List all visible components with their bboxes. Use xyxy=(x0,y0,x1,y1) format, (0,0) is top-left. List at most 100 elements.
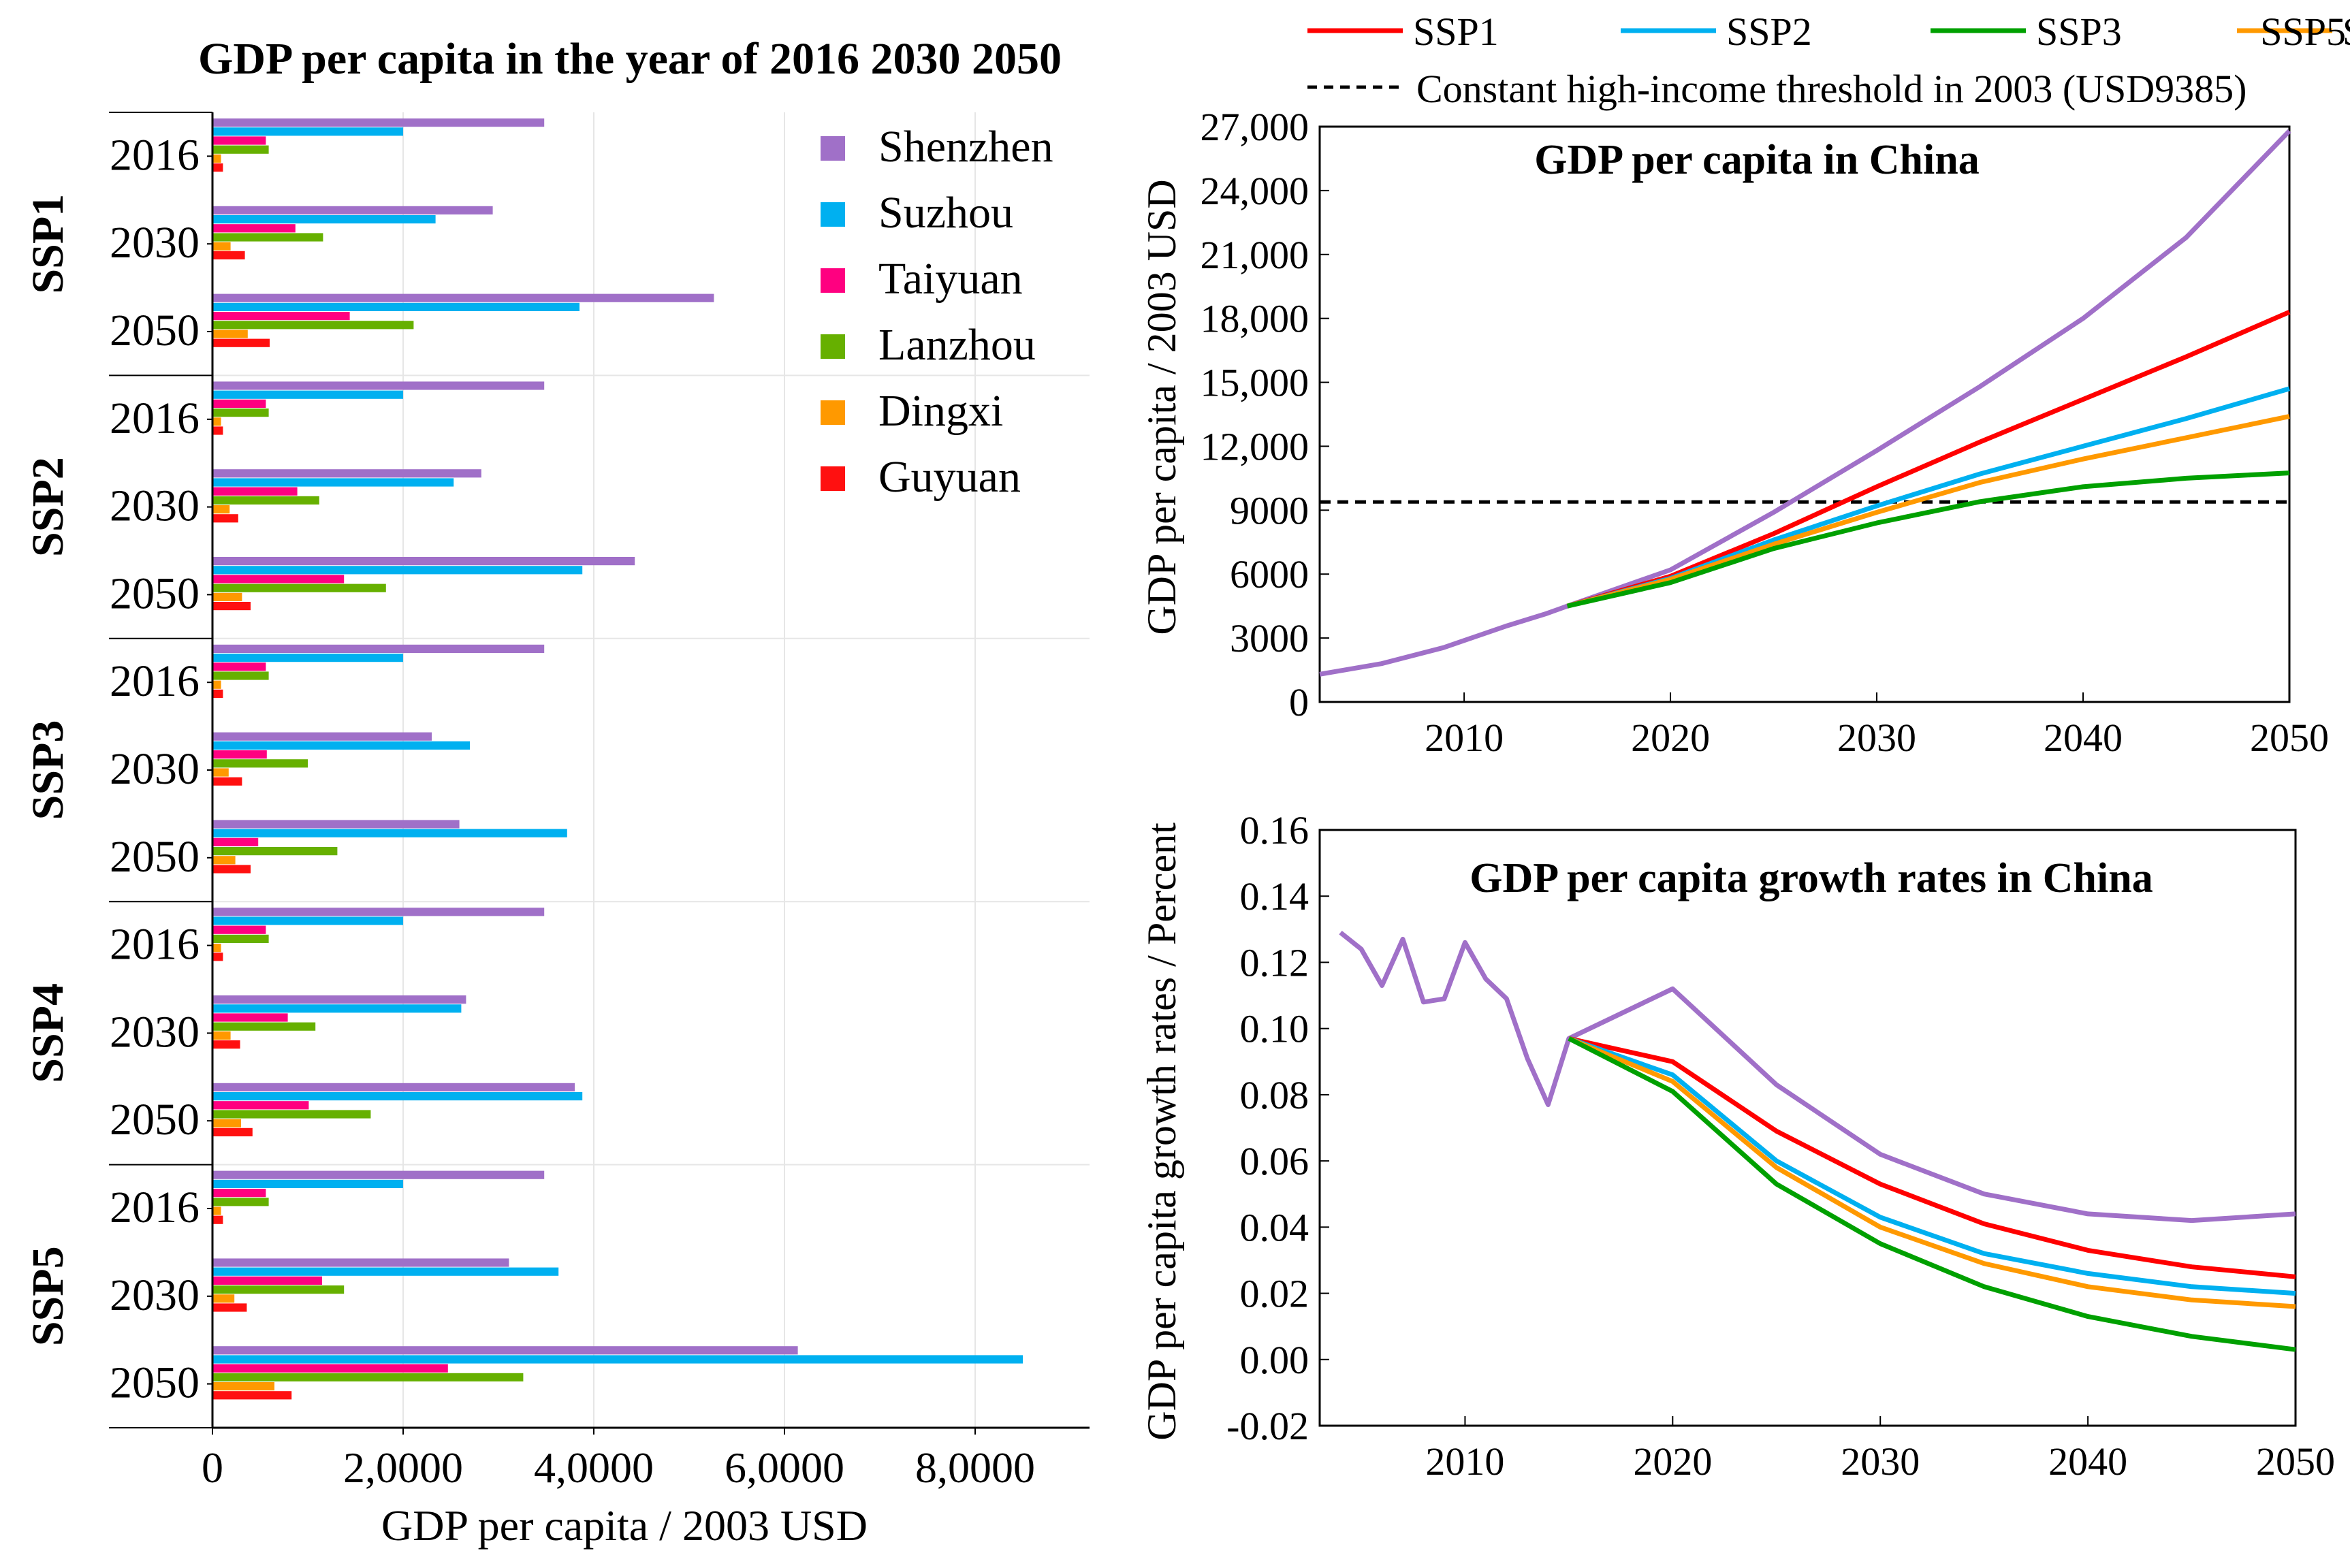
y-tick-label: 0.02 xyxy=(1240,1272,1309,1316)
legend-swatch-dingxi xyxy=(821,400,845,425)
year-label: 2030 xyxy=(110,481,200,531)
plot-frame xyxy=(1318,125,2291,703)
legend-label-lanzhou: Lanzhou xyxy=(878,320,1036,370)
bar-ssp1-2016-shenzhen xyxy=(212,118,545,127)
ssp-legend: SSP1 SSP2 SSP3 SSP4SSP5 Constant high-income… xyxy=(1307,10,2350,111)
series-line-ssp1 xyxy=(1568,1036,2296,1279)
series-line-ssp1 xyxy=(1566,310,2291,609)
legend-label-threshold: Constant high-income threshold in 2003 (… xyxy=(1416,67,2247,111)
legend-label-suzhou: Suzhou xyxy=(878,188,1013,238)
bar-ssp2-2050-shenzhen xyxy=(212,557,635,566)
y-tick-label: 15,000 xyxy=(1201,361,1309,405)
y-tick-label: 0 xyxy=(1289,680,1309,724)
y-tick-label: 0.00 xyxy=(1240,1338,1309,1382)
year-label: 2030 xyxy=(110,1007,200,1057)
bar-x-tick-label: 6,0000 xyxy=(725,1443,844,1492)
series-line-ssp3 xyxy=(1566,470,2290,609)
bar-ssp5-2050-suzhou xyxy=(212,1355,1023,1364)
bar-x-tick-label: 4,0000 xyxy=(534,1443,654,1492)
bar-marks xyxy=(212,118,1023,1400)
y-tick-label: 3000 xyxy=(1230,616,1309,660)
legend-label-dingxi: Dingxi xyxy=(878,386,1003,436)
legend-swatch-taiyuan xyxy=(821,268,845,293)
bar-ssp4-2030-dingxi xyxy=(212,1031,231,1040)
x-tick-label: 2040 xyxy=(2048,1439,2127,1484)
bar-ssp1-2050-taiyuan xyxy=(212,312,350,321)
bar-ssp4-2050-suzhou xyxy=(212,1092,583,1101)
y-tick-label: 18,000 xyxy=(1201,297,1309,341)
legend-label-taiyuan: Taiyuan xyxy=(878,254,1023,304)
y-tick-label: 0.10 xyxy=(1240,1007,1309,1051)
legend-label-guyuan: Guyuan xyxy=(878,452,1021,502)
bar-ssp3-2016-suzhou xyxy=(212,654,403,662)
bar-ssp1-2016-guyuan xyxy=(212,163,223,172)
year-label: 2016 xyxy=(110,920,200,970)
bar-ssp3-2030-guyuan xyxy=(212,777,242,786)
bar-ssp3-2030-shenzhen xyxy=(212,732,432,741)
bar-ssp1-2016-suzhou xyxy=(212,127,403,136)
bar-ssp2-2030-guyuan xyxy=(212,514,238,523)
y-tick-label: 12,000 xyxy=(1201,424,1309,468)
y-tick-label: 0.04 xyxy=(1240,1205,1309,1249)
series-line-ssp4 xyxy=(1568,1036,2296,1309)
series-line-ssp4 xyxy=(1566,414,2290,609)
bar-ssp4-2030-taiyuan xyxy=(212,1013,288,1022)
bar-ssp2-2030-shenzhen xyxy=(212,469,481,478)
bar-ssp3-2050-lanzhou xyxy=(212,847,338,856)
legend-swatch-lanzhou xyxy=(821,334,845,359)
series-line-ssp2 xyxy=(1568,1036,2296,1296)
x-tick-label: 2010 xyxy=(1425,1439,1504,1484)
bar-ssp1-2030-taiyuan xyxy=(212,224,296,233)
bar-ssp3-2050-suzhou xyxy=(212,829,567,837)
legend-label-ssp1: SSP1 xyxy=(1413,10,1499,54)
x-tick-label: 2040 xyxy=(2044,716,2123,760)
growth-y-axis-label: GDP per capita growth rates / Percent xyxy=(1139,822,1184,1441)
bar-ssp5-2016-taiyuan xyxy=(212,1189,266,1198)
series-line-ssp3 xyxy=(1568,1036,2296,1352)
city-bar-chart: GDP per capita in the year of 2016 2030 … xyxy=(23,34,1090,1550)
bar-ssp1-2016-dingxi xyxy=(212,154,221,163)
bar-ssp3-2016-taiyuan xyxy=(212,662,266,671)
bar-ssp2-2016-suzhou xyxy=(212,390,403,399)
legend-swatch-suzhou xyxy=(821,202,845,227)
legend-label-shenzhen: Shenzhen xyxy=(878,122,1053,172)
x-tick-label: 2010 xyxy=(1425,716,1504,760)
bar-ssp5-2016-lanzhou xyxy=(212,1198,269,1206)
year-label: 2030 xyxy=(110,744,200,794)
bar-ssp2-2016-guyuan xyxy=(212,426,223,435)
bar-ssp1-2016-lanzhou xyxy=(212,145,269,154)
scenario-label: SSP2 xyxy=(23,457,73,557)
growth-chart-title: GDP per capita growth rates in China xyxy=(1470,855,2153,901)
bar-ssp5-2030-dingxi xyxy=(212,1294,235,1303)
year-label: 2016 xyxy=(110,1183,200,1232)
year-label: 2050 xyxy=(110,832,200,882)
bar-category-labels: 2016 2030 2050 SSP1 2016 2030 2050 SSP2 2016 2030… xyxy=(23,130,200,1407)
bar-ssp4-2050-guyuan xyxy=(212,1127,253,1136)
series-line-ssp5 xyxy=(1319,129,2291,677)
bar-ssp5-2050-lanzhou xyxy=(212,1373,524,1381)
bar-ssp4-2050-taiyuan xyxy=(212,1101,309,1110)
year-label: 2030 xyxy=(110,218,200,268)
bar-ssp5-2050-dingxi xyxy=(212,1382,274,1391)
gdp-chart-title: GDP per capita in China xyxy=(1534,137,1979,183)
year-label: 2050 xyxy=(110,569,200,618)
bar-ssp2-2016-lanzhou xyxy=(212,409,269,417)
bar-ssp2-2030-dingxi xyxy=(212,505,230,514)
bar-ssp3-2016-guyuan xyxy=(212,689,223,698)
bar-ssp4-2016-lanzhou xyxy=(212,934,269,943)
bar-ssp4-2050-lanzhou xyxy=(212,1110,371,1119)
y-tick-label: -0.02 xyxy=(1226,1404,1309,1448)
bar-ssp4-2016-suzhou xyxy=(212,916,403,925)
bar-ssp5-2030-lanzhou xyxy=(212,1285,345,1294)
gdp-line-chart: 0 3000 6000 9000 12,000 15,000 18,000 21,000 24,… xyxy=(1139,105,2329,760)
bar-chart-title: GDP per capita in the year of 2016 2030 … xyxy=(198,34,1062,84)
bar-ssp3-2050-taiyuan xyxy=(212,837,259,846)
bar-ssp3-2016-lanzhou xyxy=(212,671,269,680)
bar-ssp4-2030-lanzhou xyxy=(212,1022,316,1031)
year-label: 2050 xyxy=(110,1095,200,1145)
y-tick-label: 27,000 xyxy=(1201,105,1309,149)
year-label: 2016 xyxy=(110,130,200,180)
bar-ssp5-2016-guyuan xyxy=(212,1215,223,1224)
bar-ssp4-2016-taiyuan xyxy=(212,925,266,934)
